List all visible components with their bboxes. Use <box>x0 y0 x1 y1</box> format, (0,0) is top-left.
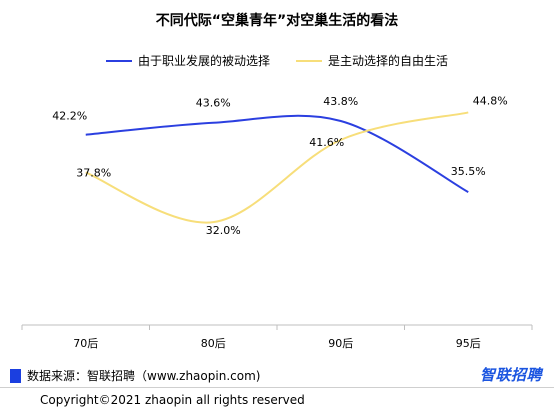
legend-label-passive: 由于职业发展的被动选择 <box>137 54 270 68</box>
data-label-series-0: 43.6% <box>196 97 231 110</box>
x-tick-label: 90后 <box>328 337 353 350</box>
series-line-0 <box>85 114 469 194</box>
source-text: 数据来源：智联招聘（www.zhaopin.com) <box>27 369 261 383</box>
footer-divider <box>0 387 554 388</box>
data-label-series-1: 41.6% <box>309 136 344 149</box>
source-note: 数据来源：智联招聘（www.zhaopin.com) <box>10 367 260 384</box>
data-label-series-0: 43.8% <box>323 95 358 108</box>
data-label-series-0: 35.5% <box>451 165 486 178</box>
copyright-text: Copyright©2021 zhaopin all rights reserv… <box>40 393 305 407</box>
legend-item-passive: 由于职业发展的被动选择 <box>105 52 270 69</box>
data-label-series-0: 42.2% <box>52 110 87 123</box>
x-tick-label: 95后 <box>456 337 481 350</box>
source-mark-icon <box>10 368 21 383</box>
zhaopin-logo: 智联招聘 <box>479 366 542 384</box>
data-label-series-1: 32.0% <box>206 224 241 237</box>
legend-item-active: 是主动选择的自由生活 <box>296 52 448 69</box>
x-tick-label: 80后 <box>201 337 226 350</box>
x-tick-label: 70后 <box>73 337 98 350</box>
legend-swatch-active <box>296 59 322 62</box>
chart-title: 不同代际“空巢青年”对空巢生活的看法 <box>155 13 399 29</box>
data-label-series-1: 37.8% <box>76 166 111 179</box>
data-label-series-1: 44.8% <box>473 94 508 107</box>
legend-swatch-passive <box>105 59 132 62</box>
legend: 由于职业发展的被动选择 是主动选择的自由生活 <box>0 52 554 69</box>
series-line-1 <box>85 111 469 224</box>
legend-label-active: 是主动选择的自由生活 <box>328 54 449 68</box>
